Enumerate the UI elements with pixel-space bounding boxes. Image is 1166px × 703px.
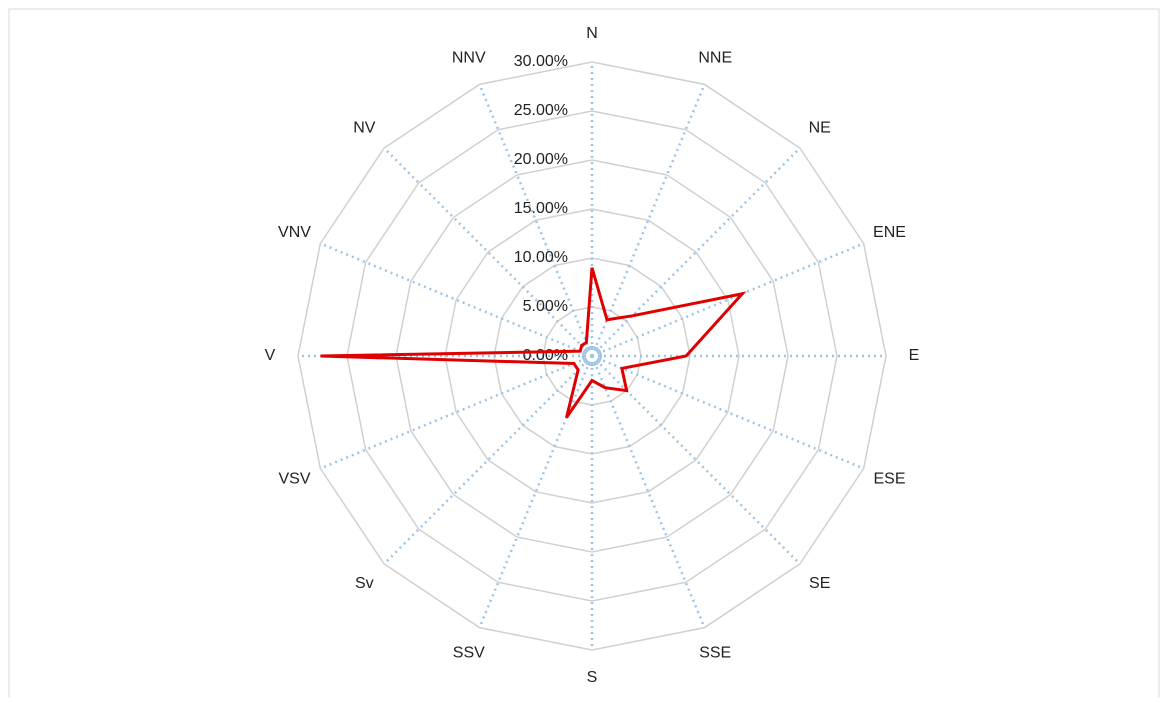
spoke [591,354,865,470]
y-tick-label: 5.00% [523,298,568,315]
category-label: NNV [452,50,486,67]
category-label: SSV [453,645,485,662]
category-label: V [265,347,276,364]
y-tick-label: 15.00% [514,200,568,217]
category-label: SE [809,575,830,592]
grid-ring [346,110,838,602]
category-label: E [909,347,920,364]
grid-ring [395,159,789,553]
spoke [591,147,801,357]
grid-ring [297,61,887,651]
spoke [590,83,706,357]
y-tick-label: 25.00% [514,102,568,119]
category-label: NNE [698,50,732,67]
category-label: VNV [278,224,311,241]
category-label: VSV [279,470,311,487]
category-label: NE [809,120,831,137]
category-label: S [587,669,598,686]
spoke [478,355,594,629]
spoke [591,242,865,358]
spoke [590,355,706,629]
grid-ring [444,208,740,504]
spoke [319,354,593,470]
y-tick-label: 10.00% [514,249,568,266]
y-tick-label: 20.00% [514,151,568,168]
category-label: N [586,25,598,42]
series-line [320,267,747,419]
spoke [383,355,593,565]
category-label: ESE [873,470,905,487]
spoke [383,147,593,357]
grid-ring [582,346,602,366]
spoke [319,242,593,358]
y-tick-label: 30.00% [514,53,568,70]
category-label: Sv [355,575,374,592]
category-label: ENE [873,224,906,241]
category-label: NV [353,120,376,137]
category-label: SSE [699,645,731,662]
spoke [478,83,594,357]
